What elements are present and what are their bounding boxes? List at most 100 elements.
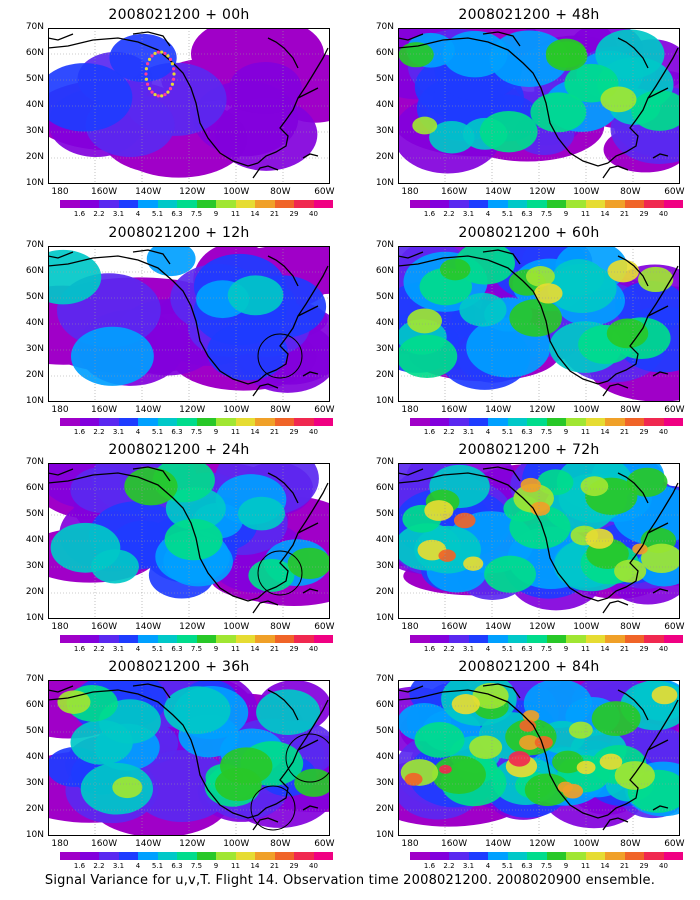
map-frame — [398, 680, 680, 836]
colorbar-label: 3.1 — [112, 645, 125, 653]
colorbar — [60, 200, 333, 208]
colorbar-label: 4 — [485, 645, 491, 653]
colorbar-swatch — [177, 852, 197, 860]
coastline — [652, 588, 669, 594]
colorbar-swatch — [468, 418, 488, 426]
colorbar-swatch — [507, 418, 527, 426]
coastline — [652, 805, 669, 811]
colorbar-label: 21 — [270, 862, 279, 870]
coastline — [607, 265, 679, 382]
colorbar-label: 6.3 — [521, 862, 533, 870]
variance-field — [398, 42, 434, 68]
colorbar-label: 21 — [270, 428, 279, 436]
coastline — [297, 305, 319, 317]
colorbar-swatch — [449, 418, 469, 426]
colorbar-label: 11 — [231, 428, 240, 436]
colorbar-label: 29 — [639, 862, 649, 870]
colorbar-label: 40 — [659, 428, 668, 436]
lat-tick-label: 70N — [25, 240, 44, 250]
colorbar-label: 1.6 — [423, 645, 436, 653]
colorbar-swatch — [488, 418, 508, 426]
colorbar-label: 7.5 — [190, 862, 203, 870]
colorbar-swatch — [138, 418, 158, 426]
flight-track-dot — [150, 54, 154, 58]
lon-tick-label: 140W — [135, 187, 162, 197]
flight-track-dot — [160, 50, 164, 54]
colorbar-label: 7.5 — [540, 862, 553, 870]
colorbar-label: 11 — [581, 645, 590, 653]
coastline — [48, 33, 74, 41]
colorbar-swatch — [313, 418, 333, 426]
flight-track-dot — [171, 67, 176, 71]
lon-tick-label: 160W — [441, 405, 468, 415]
colorbar-label: 29 — [639, 645, 649, 653]
coastline — [607, 699, 679, 816]
flight-track-dot — [144, 67, 149, 71]
colorbar-label: 9 — [213, 645, 219, 653]
panel-title: 2008021200 + 36h — [108, 659, 250, 675]
lat-tick-label: 40N — [25, 752, 44, 762]
coastline — [602, 165, 629, 179]
colorbar-swatch — [235, 200, 255, 208]
colorbar — [410, 418, 683, 426]
coastline — [647, 305, 669, 317]
flight-track-dot — [166, 54, 170, 58]
lon-tick-label: 60W — [664, 622, 685, 632]
colorbar-label: 14 — [600, 428, 610, 436]
target-circle — [257, 550, 303, 596]
lat-tick-label: 60N — [375, 700, 394, 710]
lon-tick-label: 140W — [485, 187, 512, 197]
lat-tick-label: 40N — [375, 752, 394, 762]
colorbar-swatch — [157, 418, 177, 426]
colorbar-label: 3.1 — [462, 210, 475, 218]
variance-field — [124, 467, 178, 506]
colorbar-label: 29 — [639, 428, 649, 436]
colorbar-swatch — [429, 200, 449, 208]
lon-tick-label: 160W — [91, 405, 118, 415]
colorbar-swatch — [488, 635, 508, 643]
colorbar-swatch — [177, 200, 197, 208]
colorbar-swatch — [546, 635, 566, 643]
colorbar-label: 5.1 — [151, 862, 164, 870]
variance-field — [585, 528, 614, 549]
flight-track-dot — [153, 92, 157, 97]
coastline — [252, 600, 279, 614]
colorbar-label: 6.3 — [171, 210, 183, 218]
target-circle — [250, 785, 296, 831]
lat-tick-label: 40N — [25, 100, 44, 110]
lat-tick-label: 60N — [375, 266, 394, 276]
colorbar-swatch — [410, 418, 430, 426]
lon-tick-label: 120W — [179, 405, 206, 415]
variance-field — [638, 266, 674, 293]
colorbar-label: 9 — [563, 645, 569, 653]
coastline — [257, 265, 329, 382]
figure-caption: Signal Variance for u,v,T. Flight 14. Ob… — [44, 873, 656, 888]
colorbar-label: 4 — [485, 428, 491, 436]
colorbar-swatch — [177, 418, 197, 426]
colorbar-label: 2.2 — [443, 210, 455, 218]
lat-tick-label: 70N — [25, 674, 44, 684]
variance-field — [469, 735, 503, 760]
lon-tick-label: 120W — [529, 622, 556, 632]
colorbar-swatch — [624, 200, 644, 208]
coastline — [602, 383, 629, 397]
colorbar-label: 1.6 — [73, 210, 86, 218]
colorbar-label: 2.2 — [93, 645, 105, 653]
colorbar-label: 6.3 — [521, 645, 533, 653]
lat-tick-label: 70N — [375, 674, 394, 684]
colorbar-label: 3.1 — [112, 210, 125, 218]
colorbar — [410, 852, 683, 860]
colorbar-swatch — [294, 852, 314, 860]
coastline — [48, 37, 259, 167]
lon-tick-label: 100W — [573, 839, 600, 849]
variance-field — [580, 476, 609, 497]
target-circle — [285, 733, 330, 783]
coastline — [297, 522, 319, 534]
colorbar-label: 14 — [250, 210, 260, 218]
colorbar-label: 40 — [309, 862, 318, 870]
colorbar-swatch — [527, 200, 547, 208]
variance-field — [534, 735, 553, 749]
coastline — [398, 37, 609, 167]
colorbar-label: 5.1 — [151, 645, 164, 653]
variance-field — [294, 768, 330, 797]
